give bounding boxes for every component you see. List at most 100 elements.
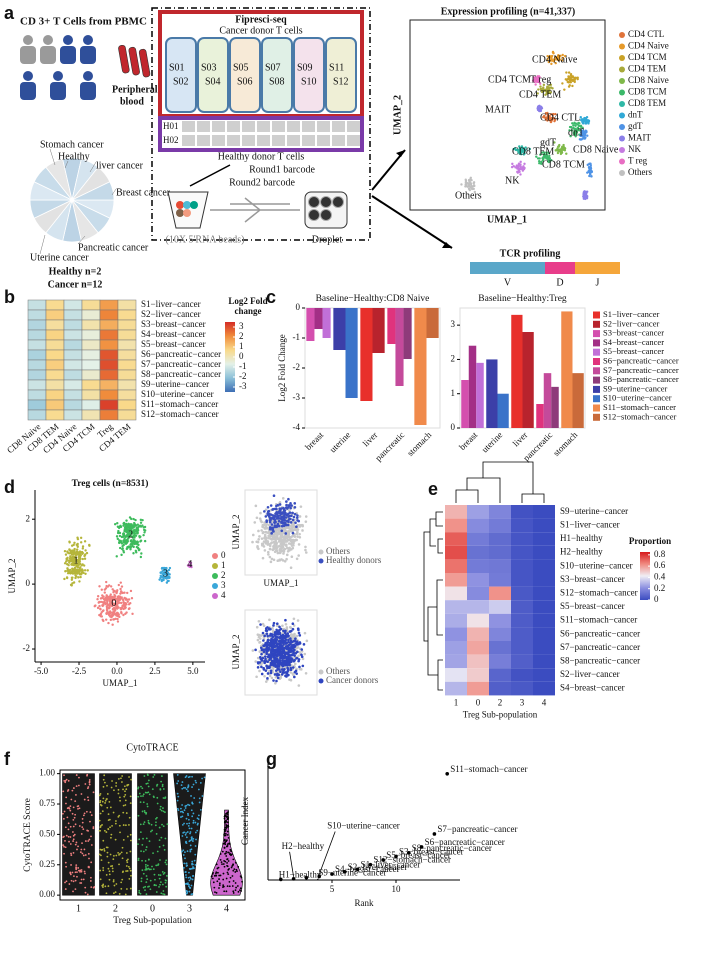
colorbar-label: -3 bbox=[239, 381, 247, 391]
bar bbox=[469, 346, 477, 428]
cell-point bbox=[161, 810, 163, 812]
cell-point bbox=[220, 859, 222, 861]
cell-point bbox=[224, 835, 226, 837]
cell-point bbox=[91, 844, 93, 846]
cell-point bbox=[125, 525, 127, 527]
cell-point bbox=[126, 592, 128, 594]
cell-point bbox=[291, 512, 294, 515]
cell-point bbox=[268, 653, 271, 656]
cell-point bbox=[584, 136, 586, 138]
cell-point bbox=[301, 525, 304, 528]
cluster-label: 0 bbox=[111, 598, 116, 609]
cell-point bbox=[159, 878, 161, 880]
cell-point bbox=[125, 893, 127, 895]
cell-point bbox=[63, 853, 65, 855]
cell-point bbox=[108, 801, 110, 803]
cell-point bbox=[268, 618, 271, 621]
row-label: S10−uterine−cancer bbox=[141, 389, 214, 399]
y-tick-label: -1 bbox=[293, 332, 301, 342]
point bbox=[420, 845, 424, 849]
cell-point bbox=[240, 887, 242, 889]
cell-point bbox=[145, 792, 147, 794]
bar bbox=[306, 308, 314, 341]
person-head bbox=[63, 35, 73, 45]
y-tick-label: 0 bbox=[296, 302, 301, 312]
cell-point bbox=[298, 684, 301, 687]
cell-point bbox=[165, 886, 167, 888]
cell-point bbox=[114, 885, 116, 887]
bead bbox=[183, 201, 191, 209]
cell-point bbox=[74, 567, 76, 569]
cell-point bbox=[259, 637, 262, 640]
cluster-label: 2 bbox=[128, 530, 133, 541]
cell-point bbox=[295, 525, 298, 528]
cell-point bbox=[282, 511, 285, 514]
cell-point bbox=[521, 168, 523, 170]
colorbar-label: 0 bbox=[654, 594, 659, 604]
cell-point bbox=[80, 537, 82, 539]
cell-point bbox=[186, 836, 188, 838]
cell-point bbox=[120, 777, 122, 779]
heatmap-cell bbox=[489, 519, 511, 533]
legend-swatch bbox=[619, 55, 625, 61]
cell-point bbox=[126, 852, 128, 854]
cell-point bbox=[284, 534, 287, 537]
cell-point bbox=[290, 504, 293, 507]
blood-label: blood bbox=[120, 96, 144, 107]
cell-point bbox=[76, 871, 78, 873]
heatmap-cell bbox=[533, 627, 555, 641]
axis-label: Log2 Fold Change bbox=[277, 334, 287, 402]
cell-point bbox=[268, 658, 271, 661]
cell-point bbox=[275, 508, 278, 511]
heatmap-cell bbox=[445, 668, 467, 682]
cell-point bbox=[89, 779, 91, 781]
cell-point bbox=[257, 662, 260, 665]
cell-point bbox=[287, 663, 290, 666]
cell-point bbox=[77, 805, 79, 807]
cell-point bbox=[181, 811, 183, 813]
heatmap-cell bbox=[445, 505, 467, 519]
point-label: S6−pancreatic−cancer bbox=[425, 837, 505, 847]
cell-point bbox=[265, 627, 268, 630]
cell-point bbox=[127, 525, 129, 527]
cell-point bbox=[101, 588, 103, 590]
cell-point bbox=[256, 626, 259, 629]
cell-point bbox=[161, 775, 163, 777]
cell-point bbox=[118, 584, 120, 586]
cell-point bbox=[571, 85, 573, 87]
cell-point bbox=[106, 807, 108, 809]
healthy-well bbox=[212, 135, 225, 146]
cell-point bbox=[66, 880, 68, 882]
cell-point bbox=[272, 679, 275, 682]
cell-point bbox=[131, 613, 133, 615]
cell-point bbox=[267, 551, 270, 554]
heatmap-cell bbox=[533, 641, 555, 655]
cell-point bbox=[70, 799, 72, 801]
cell-point bbox=[258, 650, 261, 653]
cell-point bbox=[518, 171, 520, 173]
cell-point bbox=[263, 635, 266, 638]
cell-point bbox=[265, 651, 268, 654]
tcr-segment-label: J bbox=[596, 277, 600, 288]
cell-point bbox=[64, 562, 66, 564]
cell-point bbox=[266, 635, 269, 638]
cell-point bbox=[267, 672, 270, 675]
cell-point bbox=[181, 804, 183, 806]
cell-point bbox=[78, 580, 80, 582]
heatmap-cell bbox=[118, 400, 136, 410]
cell-point bbox=[72, 872, 74, 874]
cell-point bbox=[290, 646, 293, 649]
legend-label: dnT bbox=[628, 110, 643, 120]
cell-point bbox=[139, 793, 141, 795]
cell-point bbox=[119, 547, 121, 549]
cell-point bbox=[189, 880, 191, 882]
cell-point bbox=[65, 862, 67, 864]
cell-point bbox=[110, 837, 112, 839]
cell-point bbox=[195, 845, 197, 847]
cell-point bbox=[113, 881, 115, 883]
cell-point bbox=[223, 890, 225, 892]
pie-leader bbox=[40, 235, 45, 254]
cell-point bbox=[148, 823, 150, 825]
cell-point bbox=[115, 839, 117, 841]
cell-point bbox=[293, 502, 296, 505]
